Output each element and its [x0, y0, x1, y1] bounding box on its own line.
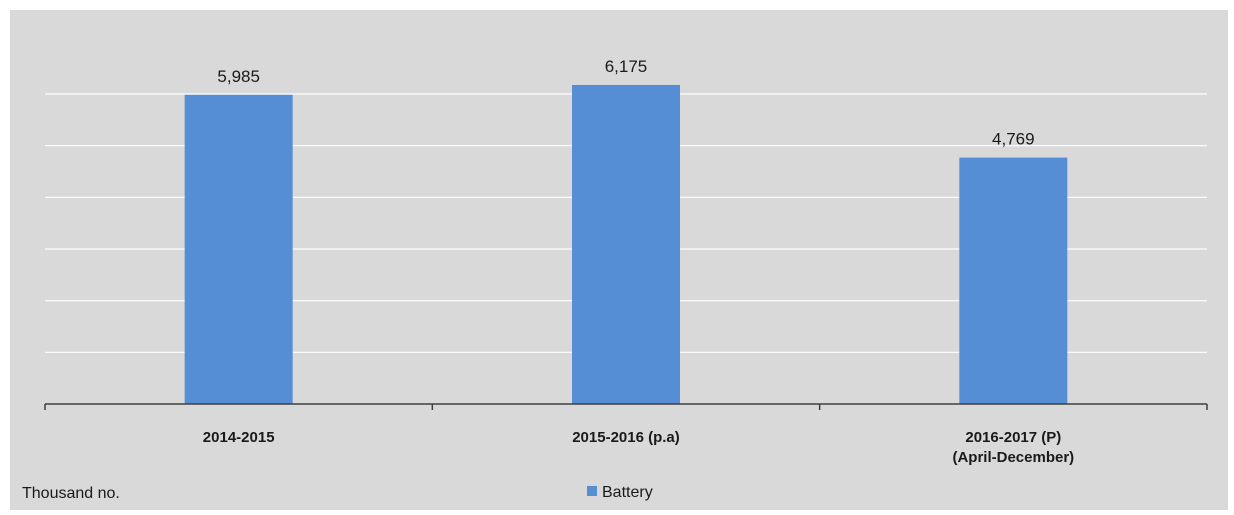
data-label: 4,769 — [992, 130, 1035, 149]
x-tick-label: 2015-2016 (p.a) — [572, 429, 680, 446]
x-tick-label: 2014-2015 — [203, 429, 275, 446]
x-tick-label: 2016-2017 (P) (April-December) — [952, 429, 1074, 466]
legend-swatch — [587, 486, 597, 496]
unit-label: Thousand no. — [22, 485, 120, 502]
legend-label: Battery — [602, 484, 653, 501]
data-label: 6,175 — [605, 57, 648, 76]
bar — [572, 84, 680, 404]
data-label: 5,985 — [217, 67, 260, 86]
bar — [959, 157, 1068, 404]
bar — [184, 94, 293, 405]
